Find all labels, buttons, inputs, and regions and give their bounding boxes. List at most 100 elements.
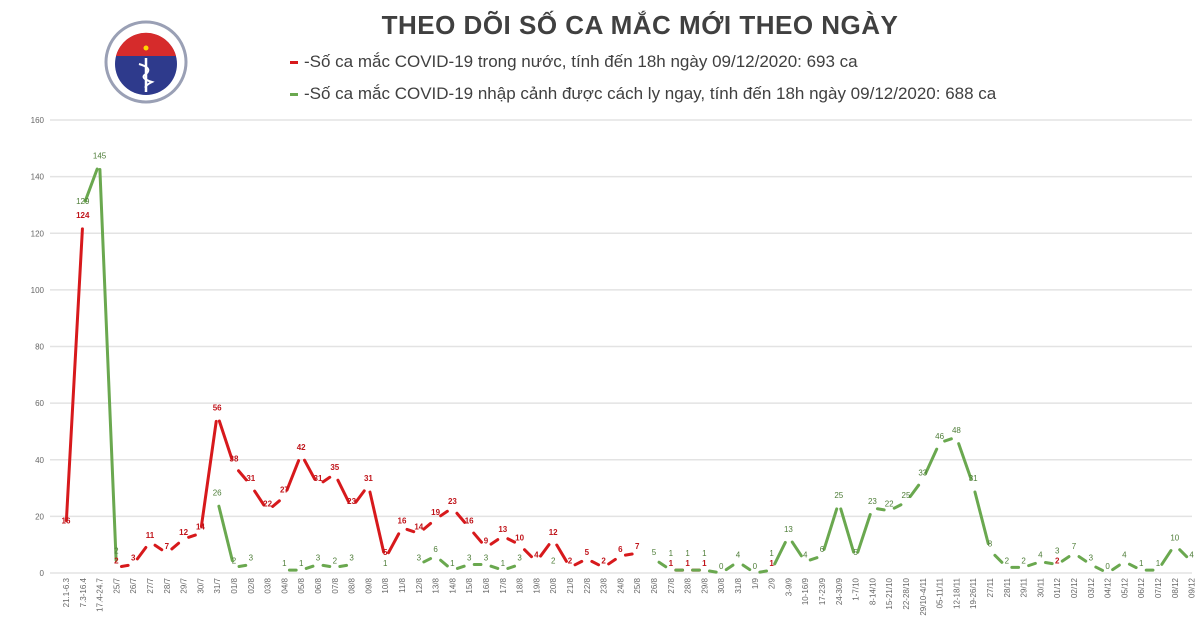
x-tick-label: 23/8	[600, 577, 609, 593]
data-label: 2	[232, 556, 237, 565]
series-segment	[387, 532, 401, 555]
data-label: 2	[1005, 556, 1010, 565]
legend-label: -Số ca mắc COVID-19 trong nước, tính đến…	[304, 52, 858, 71]
series-segment	[707, 569, 718, 574]
series-segment	[489, 538, 500, 546]
series-segment	[304, 564, 315, 570]
x-tick-label: 17-23/9	[818, 577, 827, 605]
x-tick-label: 17/8	[499, 577, 508, 593]
x-tick-label: 13/8	[432, 577, 441, 593]
x-tick-label: 24/8	[616, 577, 625, 593]
data-label: 2	[568, 556, 573, 565]
data-label: 4	[736, 551, 741, 560]
series-segment	[993, 553, 1004, 564]
y-tick-label: 100	[31, 286, 45, 295]
series-segment	[303, 458, 317, 481]
data-label: 0	[1105, 562, 1110, 571]
data-label: 14	[414, 522, 423, 531]
data-label: 4	[803, 551, 808, 560]
series-segment	[119, 563, 130, 568]
series-segment	[405, 527, 416, 534]
x-tick-label: 03/12	[1087, 577, 1096, 598]
series-segment	[892, 503, 903, 510]
data-label: 3	[316, 554, 321, 563]
data-label: 3	[249, 554, 254, 563]
series-segment	[908, 483, 921, 499]
data-label: 7	[635, 542, 640, 551]
x-tick-label: 31/7	[213, 577, 222, 593]
series-segment	[253, 489, 266, 507]
y-tick-label: 0	[40, 569, 45, 578]
series-segment	[590, 559, 601, 567]
data-label: 1	[769, 559, 774, 568]
data-label: 2	[333, 556, 338, 565]
series-segment	[153, 543, 164, 552]
chart-title: THEO DÕI SỐ CA MẮC MỚI THEO NGÀY	[381, 10, 899, 40]
data-label: 42	[297, 443, 306, 452]
x-tick-label: 01/8	[230, 577, 239, 593]
data-label: 129	[76, 197, 90, 206]
x-tick-label: 08/12	[1171, 577, 1180, 598]
y-tick-label: 140	[31, 173, 45, 182]
x-tick-label: 8-14/10	[868, 577, 877, 605]
data-label: 22	[885, 500, 894, 509]
data-label: 2	[1055, 556, 1060, 565]
data-label: 19	[431, 508, 440, 517]
series-segment	[822, 507, 839, 551]
x-tick-label: 26/7	[129, 577, 138, 593]
data-label: 1	[299, 559, 304, 568]
series-segment	[368, 490, 386, 554]
x-tick-label: 31/8	[734, 577, 743, 593]
data-label: 23	[868, 497, 877, 506]
data-label: 38	[230, 454, 239, 463]
series-segment	[773, 540, 787, 566]
series-segment	[1060, 555, 1071, 563]
x-tick-label: 3-9/9	[784, 577, 793, 596]
x-tick-label: 10-16/9	[801, 577, 810, 605]
series-segment	[555, 543, 568, 563]
series-segment	[455, 564, 466, 570]
series-segment	[573, 559, 584, 567]
ministry-of-health-logo	[104, 20, 188, 104]
x-tick-label: 06/8	[314, 577, 323, 593]
x-tick-label: 03/8	[264, 577, 273, 593]
legend-swatch-green	[290, 93, 298, 97]
x-tick-label: 15/8	[465, 577, 474, 593]
series-segment	[1094, 565, 1105, 572]
series-segment	[98, 167, 118, 562]
x-tick-label: 01/12	[1053, 577, 1062, 598]
x-tick-label: 21/8	[566, 577, 575, 593]
data-label: 27	[280, 486, 289, 495]
x-tick-label: 25/7	[112, 577, 121, 593]
x-tick-label: 27/11	[986, 577, 995, 597]
data-label: 31	[969, 474, 978, 483]
series-segment	[839, 507, 856, 554]
x-tick-label: 21.1-6.3	[62, 577, 71, 607]
series-segment	[321, 475, 332, 484]
data-label: 3	[467, 554, 472, 563]
data-label: 3	[484, 554, 489, 563]
x-tick-label: 04/12	[1104, 577, 1113, 598]
data-label: 1	[702, 549, 707, 558]
series-segment	[439, 509, 449, 518]
series-segment	[237, 563, 248, 568]
x-tick-label: 17.4-24.7	[96, 577, 105, 611]
y-tick-label: 160	[31, 116, 45, 125]
x-tick-label: 30/7	[196, 577, 205, 593]
series-segment	[422, 521, 433, 531]
data-label: 5	[652, 548, 657, 557]
series-segment	[856, 513, 872, 554]
data-label: 31	[314, 474, 323, 483]
y-tick-label: 20	[35, 512, 44, 521]
x-tick-label: 25/8	[633, 577, 642, 593]
series-segment	[285, 459, 301, 492]
x-tick-label: 18/8	[516, 577, 525, 593]
series-segment	[924, 447, 939, 475]
data-label: 56	[213, 403, 222, 412]
data-label: 1	[669, 559, 674, 568]
data-label: 4	[1038, 551, 1043, 560]
data-label: 12	[179, 528, 188, 537]
x-tick-label: 22-28/10	[902, 577, 911, 609]
x-tick-label: 26/8	[650, 577, 659, 593]
series-segment	[1127, 562, 1138, 570]
